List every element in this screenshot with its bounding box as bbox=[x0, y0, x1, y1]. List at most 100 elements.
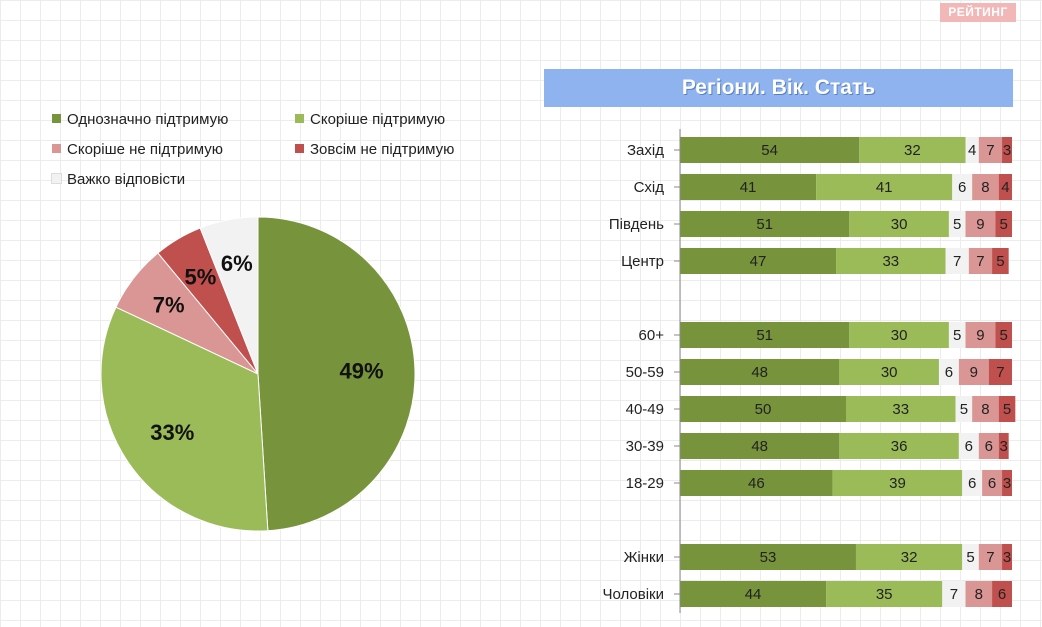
bar-segment bbox=[995, 322, 1012, 348]
bar-data-label: 8 bbox=[981, 401, 989, 418]
bar-data-label: 32 bbox=[901, 549, 918, 566]
bar-segment bbox=[680, 322, 850, 348]
bar-data-label: 32 bbox=[904, 142, 921, 159]
bar-data-label: 30 bbox=[881, 364, 898, 381]
category-tick-label: Чоловіки bbox=[602, 586, 664, 603]
bar-segment bbox=[849, 211, 949, 237]
category-tick-label: 18-29 bbox=[626, 475, 664, 492]
bar-segment bbox=[948, 322, 966, 348]
banner-title: Регіони. Вік. Стать bbox=[544, 69, 1013, 107]
bar-data-label: 9 bbox=[970, 364, 978, 381]
pie-data-label: 5% bbox=[185, 265, 217, 290]
bar-segment bbox=[998, 174, 1012, 200]
bar-data-label: 6 bbox=[998, 586, 1006, 603]
bar-data-label: 41 bbox=[876, 179, 893, 196]
bar-segment bbox=[1002, 470, 1012, 496]
pie-slice bbox=[257, 216, 416, 532]
bar-segment bbox=[955, 396, 973, 422]
bar-segment bbox=[958, 433, 979, 459]
bar-data-label: 48 bbox=[751, 438, 768, 455]
bar-segment bbox=[680, 544, 856, 570]
bar-segment bbox=[982, 470, 1003, 496]
bar-segment bbox=[839, 359, 939, 385]
category-tick-label: 40-49 bbox=[626, 401, 664, 418]
bar-segment bbox=[965, 137, 979, 163]
bar-data-label: 36 bbox=[891, 438, 908, 455]
bar-data-label: 7 bbox=[976, 253, 984, 270]
bar-data-label: 30 bbox=[891, 216, 908, 233]
bar-data-label: 7 bbox=[986, 549, 994, 566]
bar-segment bbox=[952, 174, 973, 200]
bar-segment bbox=[965, 211, 996, 237]
legend-item-rather-support: Скоріше підтримую bbox=[295, 111, 445, 129]
bar-segment bbox=[846, 396, 956, 422]
bar-segment bbox=[998, 396, 1016, 422]
bar-data-label: 4 bbox=[968, 142, 976, 159]
bar-segment bbox=[992, 248, 1009, 274]
legend-label: Зовсім не підтримую bbox=[310, 141, 455, 158]
bar-data-label: 41 bbox=[740, 179, 757, 196]
bar-data-label: 53 bbox=[760, 549, 777, 566]
category-tick-label: 50-59 bbox=[626, 364, 664, 381]
bar-data-label: 6 bbox=[988, 475, 996, 492]
legend-item-strongly-support: Однозначно підтримую bbox=[52, 111, 228, 129]
bar-data-label: 6 bbox=[968, 475, 976, 492]
bar-data-label: 48 bbox=[751, 364, 768, 381]
legend-label: Однозначно підтримую bbox=[67, 111, 229, 128]
bar-data-label: 35 bbox=[876, 586, 893, 603]
pie-data-label: 6% bbox=[221, 251, 253, 276]
bar-data-label: 30 bbox=[891, 327, 908, 344]
bar-segment bbox=[992, 581, 1012, 607]
bar-segment bbox=[832, 470, 963, 496]
legend-swatch bbox=[295, 114, 304, 123]
bar-segment bbox=[988, 359, 1012, 385]
bar-segment bbox=[859, 137, 966, 163]
category-tick-label: 60+ bbox=[639, 327, 665, 344]
bar-data-label: 44 bbox=[745, 586, 762, 603]
bar-segment bbox=[995, 211, 1012, 237]
bar-segment bbox=[965, 581, 993, 607]
pie-legend: Однозначно підтримую Скоріше підтримую С… bbox=[51, 108, 492, 188]
category-tick-label: Центр bbox=[621, 253, 664, 270]
brand-badge: РЕЙТИНГ bbox=[940, 3, 1016, 22]
bar-data-label: 7 bbox=[953, 253, 961, 270]
bar-data-label: 5 bbox=[1003, 401, 1011, 418]
legend-item-rather-not-support: Скоріше не підтримую bbox=[52, 141, 223, 159]
bar-data-label: 3 bbox=[1003, 142, 1011, 159]
bar-data-label: 51 bbox=[756, 327, 773, 344]
bar-segment bbox=[1002, 137, 1012, 163]
bar-segment bbox=[680, 137, 860, 163]
category-tick-label: Захід bbox=[627, 142, 664, 159]
bar-segment bbox=[836, 248, 946, 274]
pie-data-label: 49% bbox=[340, 359, 384, 384]
legend-swatch bbox=[51, 173, 62, 184]
bar-segment bbox=[680, 248, 837, 274]
bar-segment bbox=[972, 396, 999, 422]
bar-segment bbox=[942, 581, 966, 607]
bar-segment bbox=[948, 211, 966, 237]
bar-data-label: 7 bbox=[986, 142, 994, 159]
legend-item-not-support: Зовсім не підтримую bbox=[295, 141, 454, 159]
bar-data-label: 39 bbox=[889, 475, 906, 492]
bar-segment bbox=[855, 544, 963, 570]
bar-data-label: 8 bbox=[981, 179, 989, 196]
pie-data-label: 33% bbox=[150, 420, 194, 445]
bar-data-label: 6 bbox=[985, 438, 993, 455]
bar-data-label: 6 bbox=[965, 438, 973, 455]
bar-segment bbox=[978, 544, 1003, 570]
bar-segment bbox=[816, 174, 953, 200]
bar-data-label: 5 bbox=[953, 216, 961, 233]
bar-segment bbox=[965, 322, 996, 348]
bar-segment bbox=[945, 248, 969, 274]
bar-data-label: 9 bbox=[976, 216, 984, 233]
bar-data-label: 5 bbox=[960, 401, 968, 418]
bar-segment bbox=[680, 174, 817, 200]
legend-swatch bbox=[52, 114, 61, 123]
category-tick-label: Схід bbox=[634, 179, 665, 196]
bar-segment bbox=[680, 396, 846, 422]
bar-data-label: 46 bbox=[748, 475, 765, 492]
legend-label: Важко відповісти bbox=[67, 171, 186, 188]
category-tick-label: 30-39 bbox=[626, 438, 664, 455]
bar-data-label: 54 bbox=[761, 142, 778, 159]
